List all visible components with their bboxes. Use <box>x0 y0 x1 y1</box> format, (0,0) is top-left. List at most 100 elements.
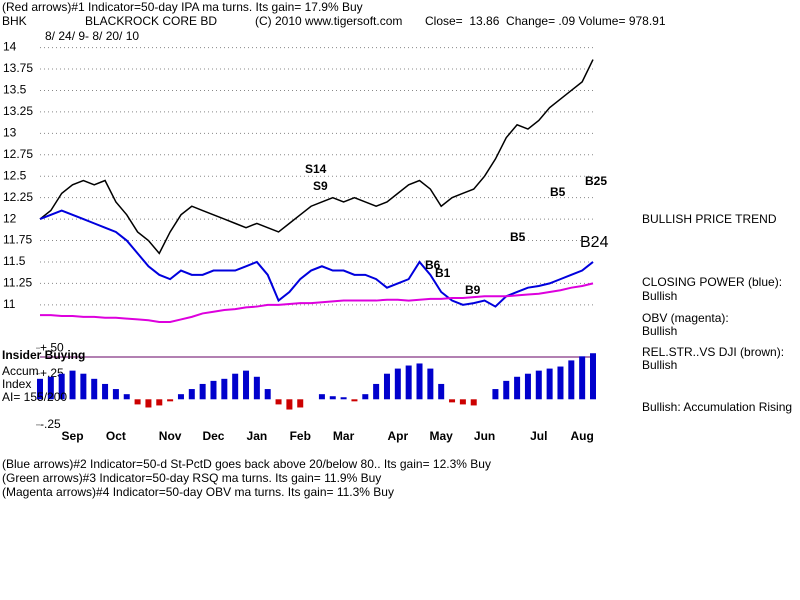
series-line <box>39 209 594 308</box>
y-tick-label: 12 <box>3 211 17 225</box>
y-tick-label: +.50 <box>40 340 64 354</box>
bar <box>427 368 434 400</box>
bar <box>58 373 65 400</box>
side-label: REL.STR..VS DJI (brown): <box>642 345 784 359</box>
series-line <box>39 59 594 255</box>
note: (Magenta arrows)#4 Indicator=50-day OBV … <box>2 485 394 499</box>
side-label: Bullish: Accumulation Rising <box>642 400 792 414</box>
bar <box>492 389 499 400</box>
bar <box>297 399 304 408</box>
bar <box>535 370 542 400</box>
bar <box>91 378 98 400</box>
quote: Close= 13.86 Change= .09 Volume= 978.91 <box>425 14 666 28</box>
bar <box>340 397 347 400</box>
bar <box>221 378 228 400</box>
bar <box>470 399 477 406</box>
y-tick-label: 13.25 <box>3 104 33 118</box>
x-tick-label: Feb <box>290 429 311 443</box>
series-line <box>40 282 594 323</box>
date-range: 8/ 24/ 9- 8/ 20/ 10 <box>45 29 139 43</box>
side-label: CLOSING POWER (blue): <box>642 275 782 289</box>
note: (Green arrows)#3 Indicator=50-day RSQ ma… <box>2 471 381 485</box>
bar <box>37 378 43 400</box>
bar <box>264 389 271 400</box>
side-label: OBV (magenta): <box>642 311 729 325</box>
note: (Blue arrows)#2 Indicator=50-d St-PctD g… <box>2 457 491 471</box>
bar <box>232 373 239 400</box>
signal-label: B1 <box>435 266 451 280</box>
side-label: BULLISH PRICE TREND <box>642 212 777 226</box>
bar <box>405 365 412 400</box>
x-tick-label: May <box>430 429 454 443</box>
bar <box>514 376 521 400</box>
x-tick-label: Dec <box>202 429 224 443</box>
bar <box>69 370 76 400</box>
bar <box>449 399 456 403</box>
bar <box>579 356 586 400</box>
bar <box>568 360 575 400</box>
y-tick-label: 13.5 <box>3 83 27 97</box>
bar <box>351 399 358 402</box>
bar <box>329 396 336 400</box>
y-tick-label: 12.5 <box>3 168 27 182</box>
x-tick-label: Aug <box>570 429 593 443</box>
bar <box>47 376 54 400</box>
bar <box>80 373 87 400</box>
panel-label: AI= 155/200 <box>2 390 67 404</box>
symbol: BHK <box>2 14 27 28</box>
panel-label: Index <box>2 377 31 391</box>
x-tick-label: Apr <box>387 429 408 443</box>
bar <box>156 399 163 406</box>
y-tick-label: 13 <box>3 126 17 140</box>
signal-label: B25 <box>585 174 607 188</box>
y-tick-label: 11.5 <box>3 254 26 268</box>
side-label: Bullish <box>642 289 677 303</box>
y-tick-label: +.25 <box>40 366 64 380</box>
bar <box>253 376 260 400</box>
copyright: (C) 2010 www.tigersoft.com <box>255 14 402 28</box>
bar <box>524 373 531 400</box>
y-tick-label: 13.75 <box>3 61 33 75</box>
bar <box>286 399 293 410</box>
y-tick-label: 11 <box>3 297 16 311</box>
bar <box>459 399 466 405</box>
side-label: Bullish <box>642 358 677 372</box>
x-tick-label: Jan <box>247 429 268 443</box>
bar <box>590 353 596 400</box>
x-tick-label: Jul <box>530 429 547 443</box>
x-tick-label: Mar <box>333 429 355 443</box>
x-tick-label: Sep <box>62 429 84 443</box>
side-label: Bullish <box>642 324 677 338</box>
x-tick-label: Nov <box>159 429 182 443</box>
x-tick-label: Jun <box>474 429 495 443</box>
signal-label: B9 <box>465 283 481 297</box>
bar <box>373 383 380 400</box>
bar <box>546 368 553 400</box>
bar <box>416 363 423 400</box>
y-tick-label: 12.75 <box>3 147 33 161</box>
x-tick-label: Oct <box>106 429 126 443</box>
bar <box>318 394 325 400</box>
bar <box>167 399 174 402</box>
y-tick-label: 11.25 <box>3 276 32 290</box>
bar <box>210 380 217 400</box>
bar <box>102 383 109 400</box>
bar <box>438 383 445 400</box>
bar <box>123 394 130 400</box>
bar <box>243 370 250 400</box>
signal-label: B24 <box>580 234 609 251</box>
indicator-text: (Red arrows)#1 Indicator=50-day IPA ma t… <box>2 0 363 14</box>
signal-label: B5 <box>550 185 566 199</box>
bar <box>134 399 141 405</box>
bar <box>188 389 195 400</box>
y-tick-label: -.25 <box>40 417 61 431</box>
bar <box>557 366 564 400</box>
signal-label: B6 <box>425 258 441 272</box>
y-tick-label: 14 <box>3 40 17 54</box>
signal-label: S14 <box>305 162 327 176</box>
bar <box>145 399 152 408</box>
bar <box>383 373 390 400</box>
y-tick-label: 11.75 <box>3 233 32 247</box>
company-name: BLACKROCK CORE BD <box>85 14 217 28</box>
